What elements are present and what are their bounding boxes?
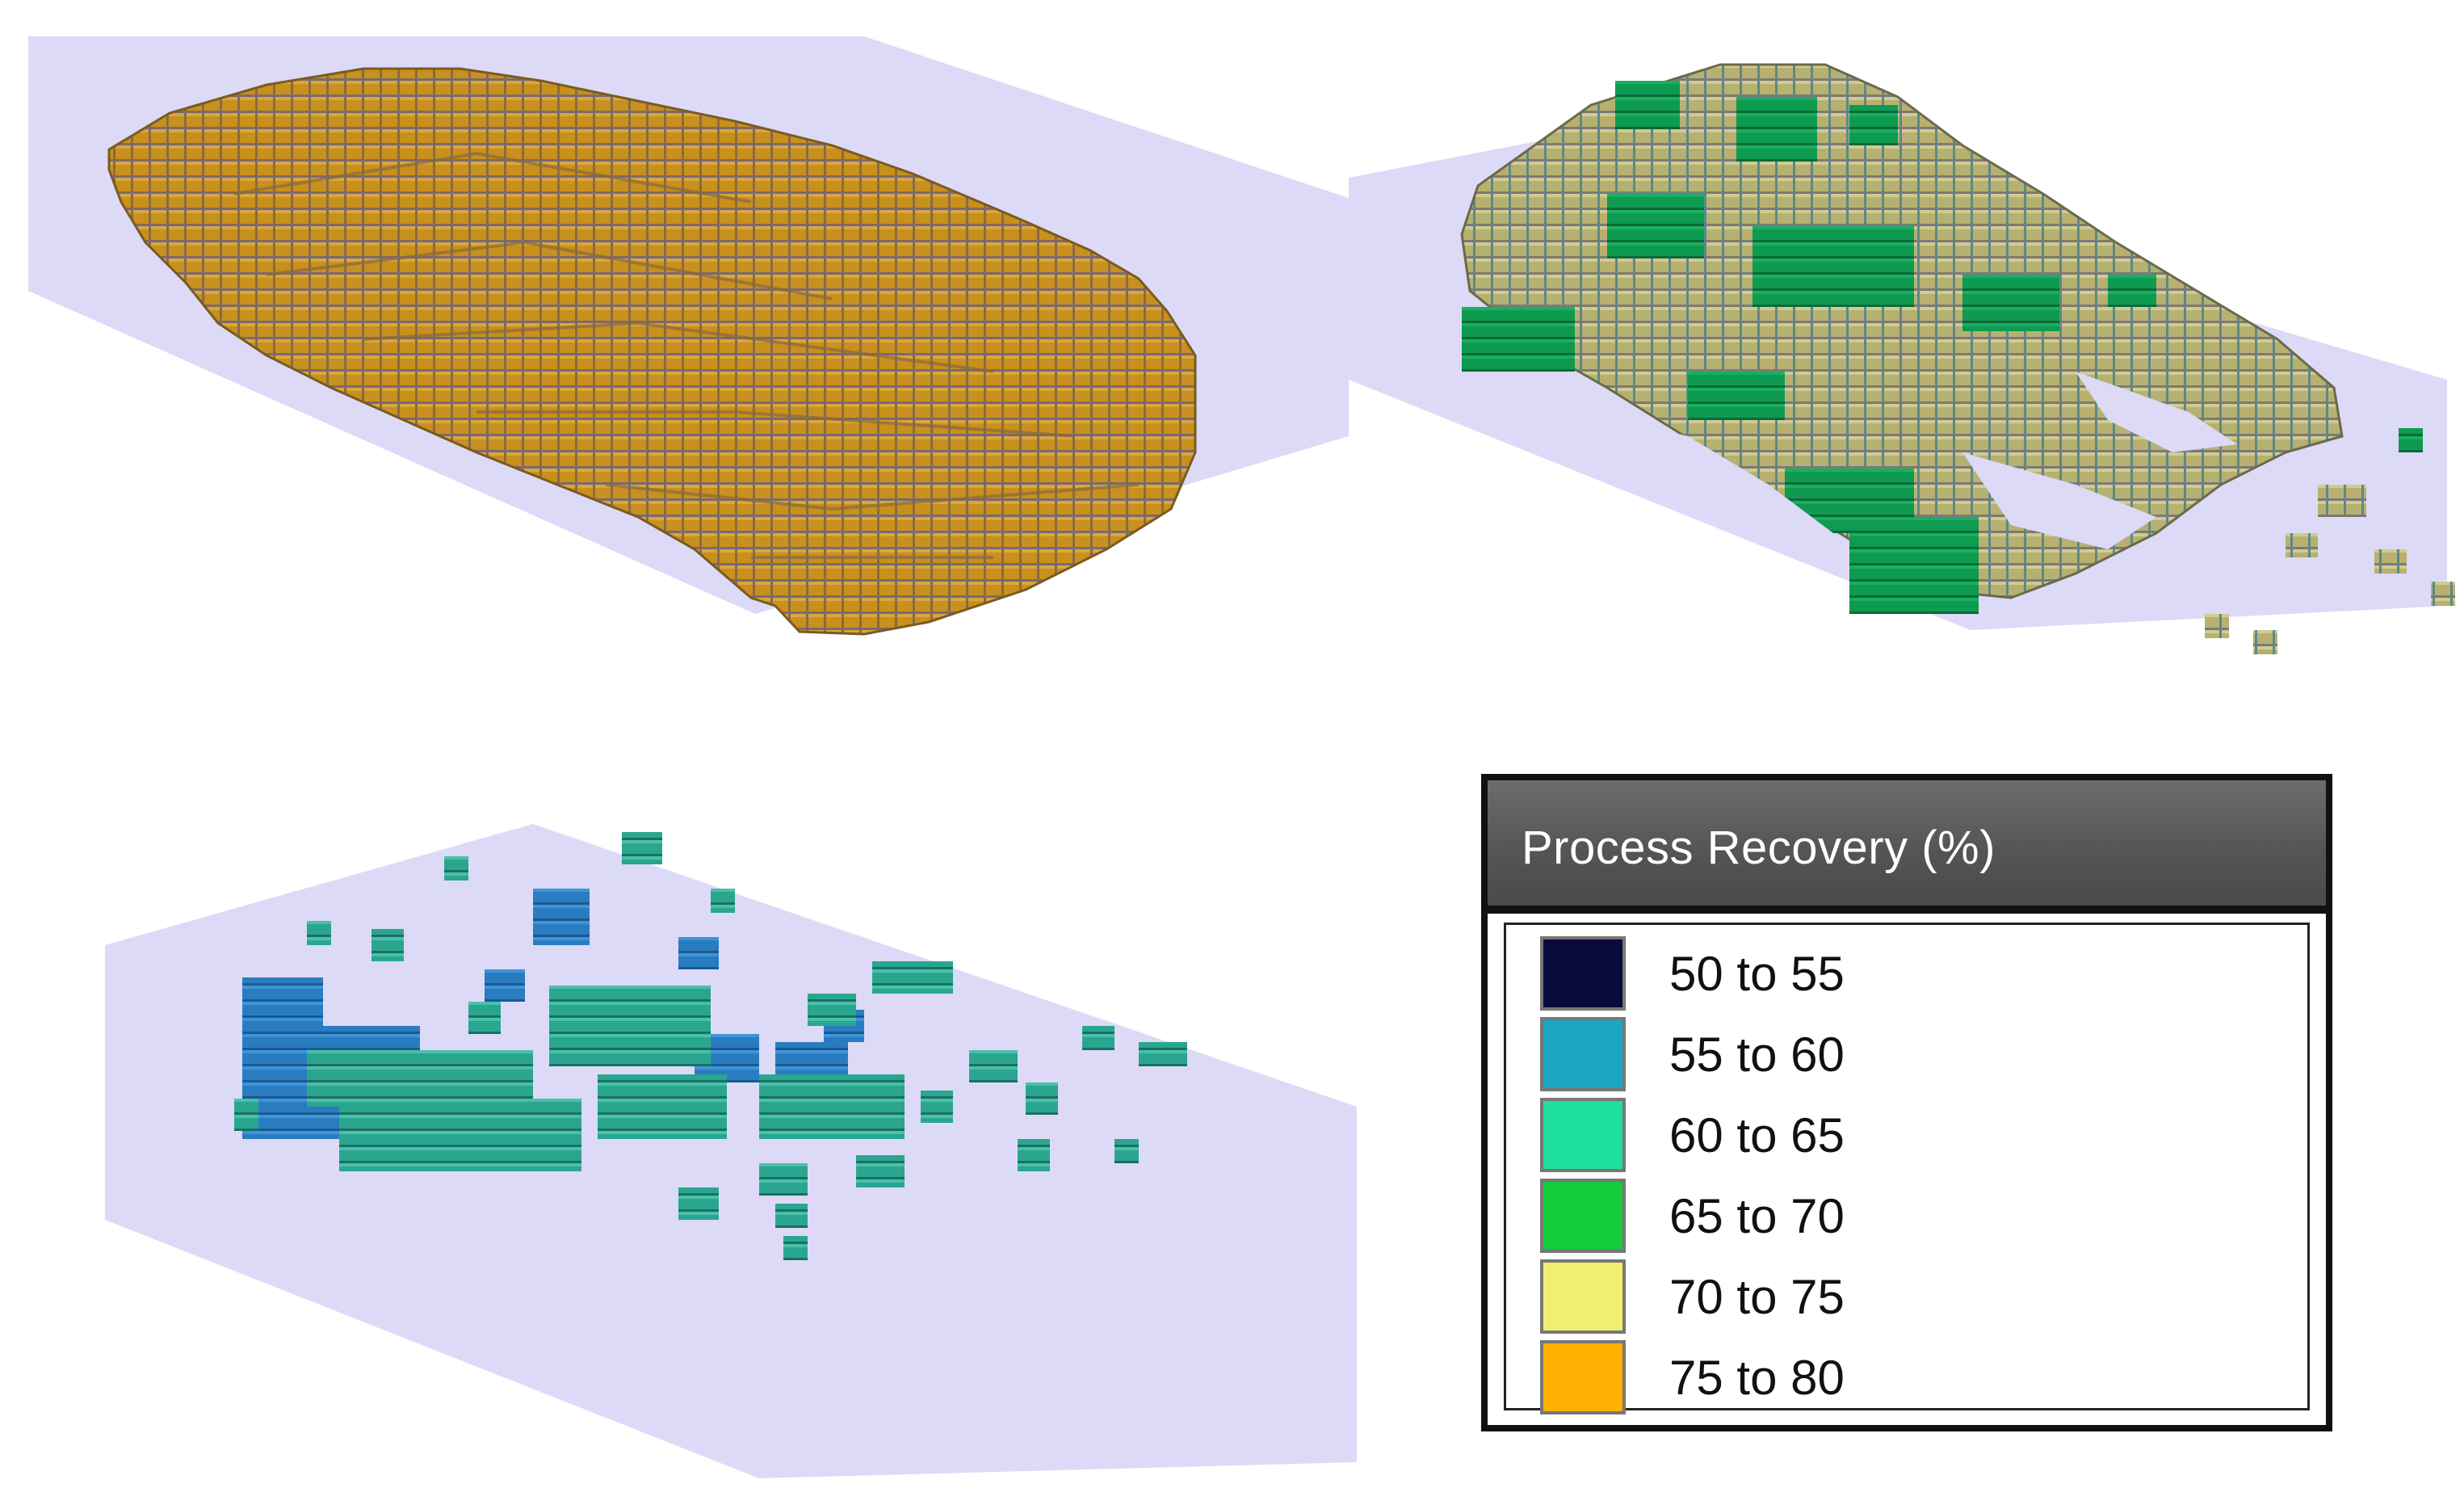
legend-label: 50 to 55 [1669, 947, 1845, 1001]
legend-item: 60 to 65 [1540, 1098, 2186, 1172]
legend-item: 65 to 70 [1540, 1179, 2186, 1253]
legend-label: 65 to 70 [1669, 1189, 1845, 1243]
block-model-full-panel [24, 32, 1349, 662]
block-model-sparse-panel [97, 808, 1357, 1478]
ore-scattered-blocks [2205, 485, 2455, 654]
legend-body: 50 to 55 55 to 60 60 to 65 65 to 70 70 t… [1504, 923, 2310, 1414]
legend-swatch [1540, 1179, 1626, 1253]
block-model-full-view [28, 36, 1349, 636]
ore-holes [1591, 372, 2237, 549]
legend-item: 70 to 75 [1540, 1259, 2186, 1334]
legend-swatch [1540, 1259, 1626, 1334]
legend-swatch [1540, 1017, 1626, 1091]
legend-label: 55 to 60 [1669, 1028, 1845, 1082]
orebody-terrace-lines [233, 151, 1140, 559]
block-model-ore-view [1349, 63, 2455, 654]
legend-label: 60 to 65 [1669, 1108, 1845, 1162]
legend: Process Recovery (%) 50 to 55 55 to 60 6… [1481, 774, 2332, 1431]
legend-swatch [1540, 1340, 1626, 1414]
legend-item: 55 to 60 [1540, 1017, 2186, 1091]
teal-blocks [234, 832, 1187, 1260]
legend-swatch [1540, 936, 1626, 1011]
legend-item: 75 to 80 [1540, 1340, 2186, 1414]
legend-header: Process Recovery (%) [1488, 780, 2326, 914]
ground-plane [105, 824, 1357, 1478]
legend-swatch [1540, 1098, 1626, 1172]
block-model-ore-panel [1349, 32, 2463, 662]
ore-blocks-green [1462, 81, 2423, 614]
block-model-sparse-view [105, 824, 1357, 1478]
legend-title: Process Recovery (%) [1522, 822, 1996, 874]
legend-item: 50 to 55 [1540, 936, 2186, 1011]
legend-label: 70 to 75 [1669, 1270, 1845, 1324]
legend-label: 75 to 80 [1669, 1351, 1845, 1405]
orebody-blocks [107, 67, 1197, 636]
